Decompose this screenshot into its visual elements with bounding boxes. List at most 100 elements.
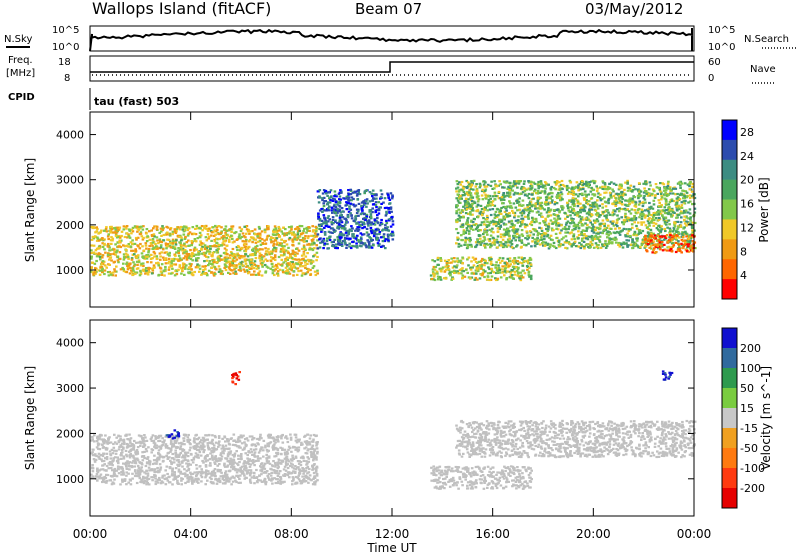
echo-cell (349, 193, 353, 196)
echo-cell (151, 267, 154, 271)
echo-cell (251, 254, 255, 257)
echo-cell (116, 255, 120, 258)
echo-cell (101, 254, 105, 257)
echo-cell (220, 270, 223, 273)
echo-cell (512, 227, 515, 230)
echo-cell (561, 227, 565, 230)
echo-cell (493, 239, 496, 242)
echo-cell (158, 231, 161, 234)
echo-cell (158, 238, 162, 241)
echo-cell (547, 207, 550, 210)
echo-cell (155, 257, 159, 260)
echo-cell (523, 257, 526, 260)
echo-cell (602, 222, 606, 225)
echo-cell (529, 180, 532, 183)
echo-cell (222, 258, 225, 261)
echo-cell (609, 194, 612, 197)
echo-cell (130, 249, 133, 252)
echo-cell (243, 255, 246, 258)
echo-cell (565, 221, 568, 224)
echo-cell (678, 198, 682, 201)
echo-cell (352, 236, 356, 239)
echo-cell (348, 228, 352, 231)
echo-cell (495, 261, 498, 264)
echo-cell (486, 229, 489, 232)
echo-cell (146, 271, 149, 274)
echo-cell (213, 229, 216, 232)
echo-cell (647, 233, 651, 236)
echo-cell (373, 220, 377, 223)
echo-cell (306, 229, 310, 232)
echo-cell (363, 201, 366, 205)
echo-cell (233, 231, 236, 234)
echo-cell (456, 193, 460, 196)
echo-cell (145, 247, 148, 250)
echo-cell (363, 226, 366, 229)
echo-cell (365, 205, 368, 208)
echo-cell (222, 240, 225, 243)
echo-cell (374, 228, 378, 231)
echo-cell (523, 272, 527, 275)
echo-cell (545, 227, 548, 231)
echo-cell (622, 208, 625, 211)
echo-cell (186, 234, 190, 237)
echo-cell (588, 219, 592, 222)
echo-cell (549, 187, 552, 190)
echo-cell (680, 193, 684, 196)
echo-cell (121, 266, 124, 270)
echo-cell (614, 183, 618, 186)
nsky-trace (89, 28, 693, 52)
echo-cell (636, 227, 639, 230)
echo-cell (324, 219, 327, 222)
echo-cell (520, 229, 524, 232)
echo-cell (214, 237, 218, 240)
echo-cell (569, 199, 573, 202)
echo-cell (433, 278, 437, 282)
echo-cell (244, 245, 248, 249)
echo-cell (463, 204, 467, 207)
echo-cell (475, 188, 479, 191)
echo-cell (558, 185, 561, 188)
echo-cell (605, 188, 608, 191)
echo-cell (206, 233, 210, 236)
echo-cell (384, 224, 387, 227)
echo-cell (570, 217, 573, 220)
echo-cell (683, 239, 687, 242)
echo-cell (116, 249, 119, 252)
echo-cell (145, 257, 149, 260)
echo-cell (503, 186, 506, 189)
echo-cell (218, 254, 222, 257)
echo-cell (549, 234, 553, 237)
echo-cell (206, 250, 209, 253)
echo-cell (669, 240, 673, 243)
echo-cell (457, 214, 461, 217)
echo-cell (356, 210, 360, 213)
echo-cell (605, 191, 608, 194)
echo-cell (628, 228, 631, 231)
echo-cell (168, 234, 172, 237)
echo-cell (97, 252, 101, 255)
echo-cell (363, 242, 367, 245)
echo-cell (140, 225, 143, 228)
echo-cell (220, 230, 223, 233)
echo-cell (484, 218, 487, 221)
echo-cell (130, 269, 133, 272)
echo-cell (336, 236, 339, 239)
echo-cell (348, 242, 351, 245)
echo-cell (523, 190, 527, 193)
echo-cell (521, 264, 524, 267)
echo-cell (521, 199, 525, 202)
echo-cell (658, 241, 662, 244)
echo-cell (355, 208, 359, 211)
echo-cell (109, 227, 112, 230)
echo-cell (640, 223, 643, 226)
echo-cell (528, 267, 531, 270)
echo-cell (302, 253, 306, 256)
echo-cell (668, 201, 672, 204)
echo-cell (232, 253, 236, 256)
echo-cell (297, 258, 301, 261)
echo-cell (587, 235, 590, 238)
echo-cell (505, 213, 508, 216)
echo-cell (657, 213, 661, 216)
echo-cell (496, 235, 500, 238)
